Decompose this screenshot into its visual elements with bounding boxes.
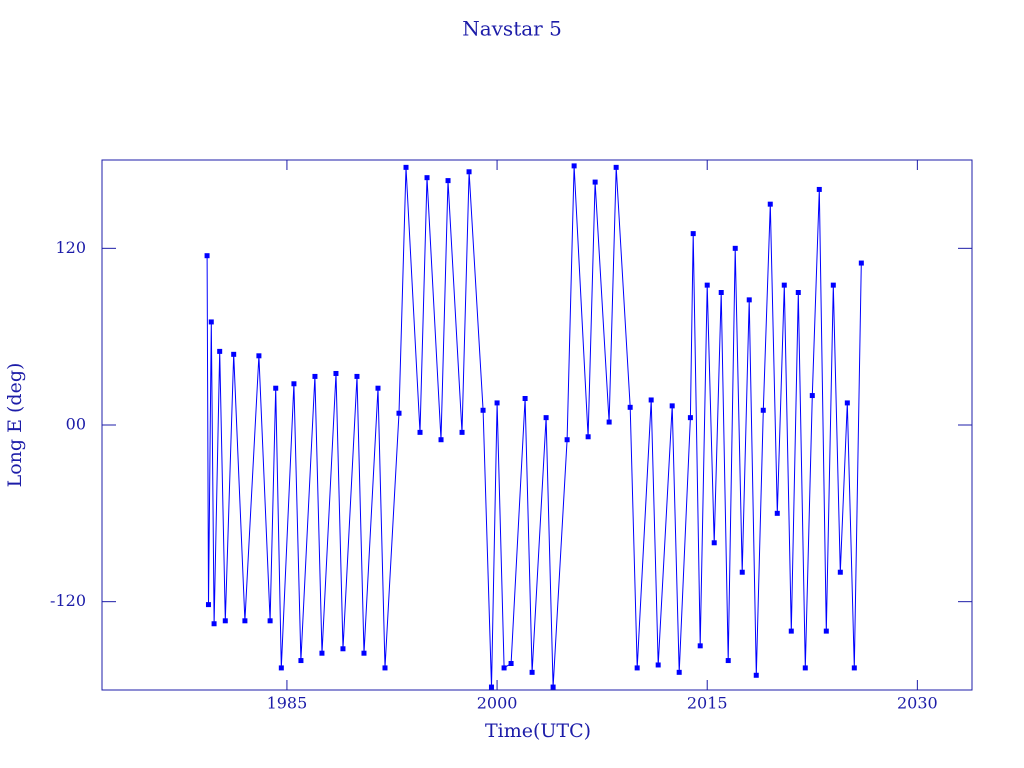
data-point (732, 245, 738, 251)
data-point (718, 290, 724, 295)
data-point (211, 621, 217, 627)
x-tick-label: 2015 (687, 694, 728, 713)
data-point (488, 684, 494, 690)
data-point (217, 348, 223, 354)
data-point (231, 351, 237, 357)
data-point (627, 404, 633, 410)
data-point (319, 650, 325, 656)
data-point (529, 669, 535, 675)
data-point (704, 282, 710, 288)
data-point (273, 385, 279, 391)
plot-area (204, 163, 864, 690)
data-point (725, 658, 731, 664)
data-point (739, 569, 745, 575)
data-point (340, 646, 346, 652)
data-point (242, 618, 248, 624)
data-point (781, 282, 787, 288)
data-point (795, 290, 801, 295)
data-point (256, 353, 262, 359)
data-point (648, 397, 654, 403)
data-point (466, 169, 472, 175)
data-point (571, 163, 577, 169)
data-point (851, 665, 857, 671)
x-tick-label: 2000 (477, 694, 518, 713)
y-tick-label: -120 (50, 591, 86, 610)
data-point (267, 618, 273, 624)
x-tick-label: 2030 (897, 694, 938, 713)
plot-frame (101, 159, 973, 691)
data-point (669, 403, 675, 409)
data-point (687, 415, 693, 421)
data-point (204, 253, 210, 259)
data-point (711, 540, 717, 546)
data-point (655, 662, 661, 668)
data-point (809, 393, 815, 399)
data-point (613, 164, 619, 170)
data-line (206, 165, 862, 688)
data-point (361, 650, 367, 656)
data-point (205, 602, 211, 608)
data-point (417, 429, 423, 435)
data-point (592, 179, 598, 185)
data-point (445, 178, 451, 184)
data-point (543, 415, 549, 421)
data-point (676, 669, 682, 675)
data-point (382, 665, 388, 671)
data-point (564, 437, 570, 443)
data-point (403, 164, 409, 170)
data-point (816, 186, 822, 192)
data-point (830, 282, 836, 288)
data-point (774, 510, 780, 516)
data-point (753, 672, 759, 678)
data-point (550, 684, 556, 690)
data-point (508, 661, 514, 666)
data-point (522, 396, 528, 401)
y-axis-label: Long E (deg) (4, 363, 26, 488)
data-point (501, 665, 507, 671)
data-point (802, 665, 808, 671)
data-point (354, 373, 360, 379)
data-point (788, 628, 794, 634)
data-point (606, 419, 612, 425)
data-point (585, 434, 591, 440)
data-point (858, 260, 864, 266)
chart-title: Navstar 5 (462, 17, 562, 41)
data-point (333, 370, 339, 376)
data-point (312, 373, 318, 379)
data-point (494, 400, 500, 406)
data-point (746, 297, 752, 303)
data-point (424, 175, 430, 181)
y-tick-label: 00 (66, 415, 86, 434)
data-point (480, 407, 486, 413)
data-point (298, 658, 304, 664)
data-point (823, 628, 829, 634)
data-point (634, 665, 640, 671)
y-tick-label: 120 (55, 238, 86, 257)
data-point (438, 437, 444, 443)
data-point (837, 569, 843, 575)
data-point (396, 410, 402, 416)
x-tick-label: 1985 (267, 694, 308, 713)
data-point (767, 201, 773, 207)
data-point (291, 381, 297, 387)
data-point (208, 319, 214, 325)
data-point (690, 231, 696, 237)
data-point (844, 400, 850, 406)
data-point (375, 385, 381, 391)
x-axis-label: Time(UTC) (485, 720, 591, 742)
data-point (459, 429, 465, 435)
data-point (222, 618, 228, 624)
data-point (697, 643, 703, 649)
data-point (278, 665, 284, 671)
data-point (760, 407, 766, 413)
